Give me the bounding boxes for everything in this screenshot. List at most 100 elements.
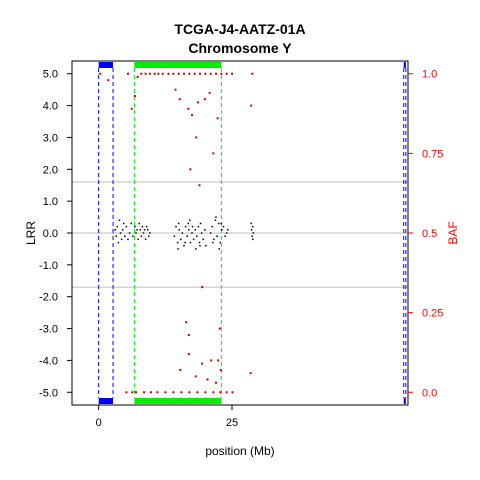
baf-point bbox=[231, 391, 234, 394]
lrr-point bbox=[145, 225, 148, 228]
lrr-point bbox=[184, 241, 186, 244]
lrr-point bbox=[218, 248, 220, 250]
baf-point bbox=[191, 114, 193, 117]
x-axis-label: position (Mb) bbox=[205, 444, 274, 458]
lrr-point bbox=[138, 222, 140, 225]
lrr-point bbox=[177, 222, 180, 225]
baf-point bbox=[187, 353, 190, 356]
green-segment-top-bar bbox=[134, 62, 222, 68]
baf-point bbox=[99, 72, 102, 75]
y-axis-label: LRR bbox=[24, 221, 38, 245]
lrr-point bbox=[121, 229, 124, 231]
baf-point bbox=[161, 72, 164, 75]
lrr-point bbox=[252, 238, 254, 241]
lrr-point bbox=[209, 232, 212, 234]
baf-point bbox=[178, 98, 181, 101]
lrr-point bbox=[205, 244, 207, 247]
baf-point bbox=[127, 72, 129, 75]
lrr-point bbox=[134, 225, 136, 228]
lrr-point bbox=[226, 229, 229, 231]
lrr-point bbox=[175, 225, 177, 228]
baf-point bbox=[180, 391, 183, 394]
baf-point bbox=[220, 72, 223, 75]
y-tick-label: -4.0 bbox=[39, 355, 58, 367]
lrr-point bbox=[183, 244, 185, 247]
lrr-point bbox=[221, 229, 223, 231]
lrr-point bbox=[136, 229, 138, 231]
lrr-point bbox=[186, 235, 188, 237]
baf-point bbox=[125, 391, 128, 394]
lrr-point bbox=[116, 225, 119, 228]
baf-point bbox=[204, 72, 207, 75]
baf-point bbox=[212, 391, 215, 394]
baf-point bbox=[208, 91, 211, 94]
lrr-point bbox=[213, 238, 215, 241]
baf-point bbox=[215, 381, 217, 384]
baf-point bbox=[194, 375, 197, 378]
baf-point bbox=[225, 72, 228, 75]
baf-point bbox=[198, 184, 201, 187]
lrr-point bbox=[250, 222, 252, 225]
baf-point bbox=[250, 104, 253, 107]
baf-point bbox=[179, 368, 182, 371]
lrr-point bbox=[128, 232, 131, 234]
lrr-point bbox=[215, 216, 217, 218]
baf-point bbox=[144, 72, 147, 75]
lrr-point bbox=[191, 232, 193, 234]
lrr-point bbox=[212, 241, 214, 244]
lrr-point bbox=[118, 219, 121, 222]
lrr-point bbox=[194, 229, 196, 231]
lrr-point bbox=[252, 232, 255, 234]
baf-point bbox=[156, 391, 159, 394]
baf-point bbox=[215, 72, 217, 75]
lrr-point bbox=[148, 235, 150, 237]
chart-subtitle: Chromosome Y bbox=[188, 40, 292, 56]
blue-segment-1-bottom-bar bbox=[98, 398, 114, 404]
y-tick-label: -3.0 bbox=[39, 324, 58, 336]
lrr-point bbox=[173, 235, 176, 237]
baf-point bbox=[251, 72, 254, 75]
baf-point bbox=[131, 391, 134, 394]
baf-point bbox=[203, 98, 206, 101]
lrr-point bbox=[178, 229, 180, 231]
lrr-points bbox=[114, 216, 255, 250]
lrr-point bbox=[181, 232, 184, 234]
baf-point bbox=[196, 391, 199, 394]
baf-point bbox=[217, 359, 220, 362]
lrr-point bbox=[139, 229, 142, 231]
lrr-point bbox=[217, 222, 220, 225]
lrr-point bbox=[124, 235, 126, 237]
lrr-point bbox=[216, 235, 218, 237]
lrr-point bbox=[192, 238, 195, 241]
lrr-point bbox=[250, 229, 253, 231]
y-axis-right: 0.0 0.25 0.5 0.75 1.0 bbox=[408, 69, 443, 399]
lrr-point bbox=[189, 241, 192, 244]
lrr-point bbox=[119, 232, 122, 234]
lrr-point bbox=[125, 225, 128, 228]
baf-point bbox=[189, 168, 192, 171]
baf-point bbox=[133, 95, 136, 98]
lrr-point bbox=[132, 235, 134, 237]
baf-point bbox=[219, 391, 222, 394]
lrr-point bbox=[142, 232, 145, 234]
baf-point bbox=[187, 333, 190, 336]
baf-point bbox=[164, 391, 167, 394]
y-tick-label: 0.0 bbox=[43, 228, 58, 240]
lrr-point bbox=[219, 241, 222, 244]
blue-segment-1-top-bar bbox=[98, 62, 114, 68]
baf-point bbox=[210, 359, 213, 362]
reference-lines bbox=[72, 181, 408, 288]
lrr-point bbox=[187, 222, 190, 225]
lrr-point bbox=[199, 244, 201, 247]
x-tick-label: 0 bbox=[96, 417, 102, 429]
lrr-point bbox=[184, 225, 187, 228]
lrr-point bbox=[224, 235, 226, 237]
y2-tick-label: 0.5 bbox=[422, 228, 437, 240]
y-axis-left: -5.0 -4.0 -3.0 -2.0 -1.0 0.0 1.0 2.0 3.0 4.0 5.0 bbox=[39, 69, 72, 399]
lrr-point bbox=[199, 222, 202, 225]
lrr-point bbox=[135, 232, 137, 234]
baf-point bbox=[187, 107, 190, 110]
baf-point bbox=[153, 72, 156, 75]
baf-point bbox=[177, 72, 180, 75]
